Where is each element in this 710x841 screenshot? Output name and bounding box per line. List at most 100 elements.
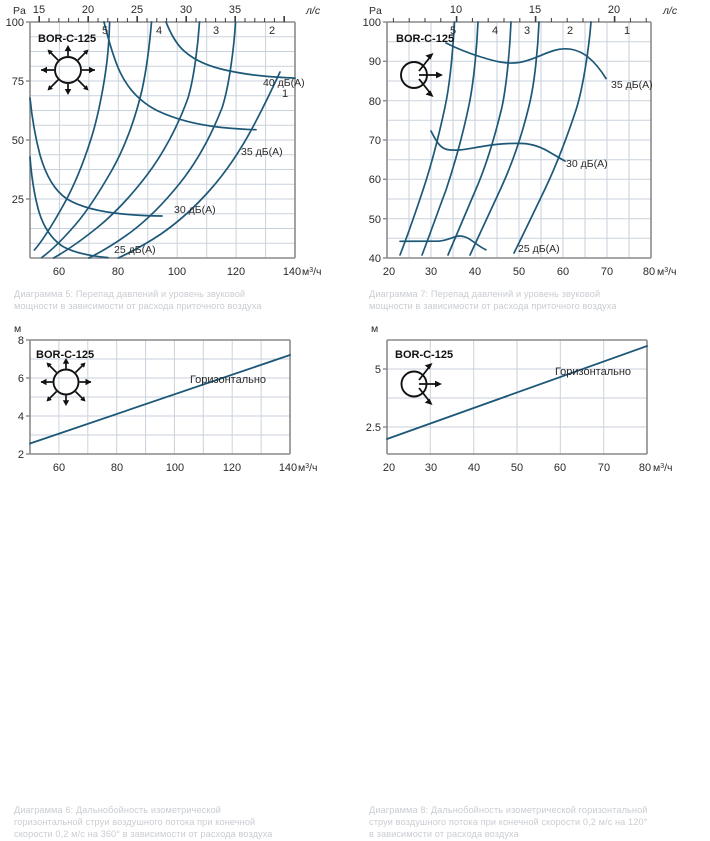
caption-line: Диаграмма 8: Дальнобойность изометрическ… (369, 805, 648, 815)
caption-line: Диаграмма 6: Дальнобойность изометрическ… (14, 805, 222, 815)
curve-position-2 (469, 21, 540, 256)
noise-label-25db: 25 дБ(А) (518, 243, 560, 255)
series-label-1: 1 (282, 88, 288, 100)
series-label-2: 2 (269, 25, 275, 37)
y-tick-label-70: 70 (369, 135, 381, 147)
noise-label-35db: 35 дБ(А) (241, 146, 283, 158)
contour-35db (445, 42, 607, 80)
air-diffuser-360-icon (41, 45, 95, 95)
x-tick-label-100: 100 (168, 266, 186, 278)
caption-line: мощности в зависимости от расхода приточ… (369, 301, 617, 312)
x-tick-label-70: 70 (598, 462, 610, 474)
contour-25db (399, 235, 487, 251)
product-label: BOR-C-125 (36, 349, 94, 361)
noise-label-25db: 25 дБ(А) (114, 244, 156, 256)
curve-horizontal-throw (29, 354, 291, 445)
series-label-horizontal: Горизонтально (190, 374, 266, 386)
x-tick-label-140: 140 (283, 266, 301, 278)
chart-panel-diagram-7: Pa л/с 100 90 80 70 60 50 40 10 15 20 20… (355, 0, 710, 320)
y-tick-label-50: 50 (12, 135, 24, 147)
y-tick-label-40: 40 (369, 253, 381, 265)
curve-position-4 (421, 21, 479, 256)
air-diffuser-120-icon (400, 53, 443, 97)
top-tick-label-20: 20 (82, 4, 94, 16)
x-tick-label-80: 80 (639, 462, 651, 474)
curve-horizontal-throw (386, 345, 648, 440)
y-tick-label-4: 4 (18, 411, 24, 423)
y-tick-label-90: 90 (369, 56, 381, 68)
x-axis-unit-label: м3/ч (302, 266, 322, 278)
grid-lines (30, 340, 290, 454)
top-tick-label-10: 10 (450, 4, 462, 16)
axis-frame (29, 339, 291, 455)
x-tick-label-140: 140 (279, 462, 297, 474)
caption-line: струи воздушного потока при конечной ско… (369, 817, 648, 828)
y-tick-label-60: 60 (369, 174, 381, 186)
caption-diagram-5: Диаграмма 5: Перепад давлений и уровень … (14, 288, 344, 312)
curve-position-5 (33, 21, 111, 251)
y-tick-label-5: 5 (375, 364, 381, 376)
noise-label-30db: 30 дБ(А) (174, 204, 216, 216)
y-tick-label-2-5: 2.5 (366, 422, 381, 434)
diagram-5-plot: Pa л/с 100 75 50 25 15 20 25 30 35 60 80… (6, 4, 322, 278)
x-tick-label-20: 20 (383, 266, 395, 278)
y-axis-ticks (26, 21, 30, 200)
caption-diagram-6: Диаграмма 6: Дальнобойность изометрическ… (14, 804, 344, 841)
x-tick-label-60: 60 (554, 462, 566, 474)
contour-40db (165, 21, 296, 80)
series-label-5: 5 (102, 25, 108, 37)
caption-line: в зависимости от расхода воздуха (369, 829, 519, 840)
top-axis-ticks (392, 16, 647, 22)
diagram-7-plot: Pa л/с 100 90 80 70 60 50 40 10 15 20 20… (363, 4, 678, 278)
series-label-1: 1 (624, 25, 630, 37)
noise-contours (29, 21, 296, 259)
series-label-3: 3 (213, 25, 219, 37)
contour-25db (29, 156, 109, 259)
y-axis-unit-label: Pa (13, 5, 26, 17)
contour-35db (103, 21, 257, 131)
air-diffuser-360-icon (40, 358, 92, 406)
top-tick-label-35: 35 (229, 4, 241, 16)
product-label: BOR-C-125 (38, 33, 96, 45)
noise-label-40db: 40 дБ(А) (263, 77, 305, 89)
top-tick-label-30: 30 (180, 4, 192, 16)
x-axis-unit-label: м3/ч (653, 462, 673, 474)
caption-line: скорости 0,2 м/с на 360° в зависимости о… (14, 829, 273, 840)
series-label-4: 4 (492, 25, 498, 37)
chart-panel-diagram-5: Pa л/с 100 75 50 25 15 20 25 30 35 60 80… (0, 0, 355, 320)
series-label-3: 3 (524, 25, 530, 37)
series-label-2: 2 (567, 25, 573, 37)
x-tick-label-50: 50 (511, 462, 523, 474)
grid-lines (387, 340, 647, 454)
curve-position-1 (513, 21, 592, 254)
top-tick-label-15: 15 (529, 4, 541, 16)
noise-label-30db: 30 дБ(А) (566, 158, 608, 170)
y-tick-label-2: 2 (18, 449, 24, 461)
y-axis-unit-label: м (14, 323, 21, 335)
y-axis-ticks (383, 21, 387, 259)
curve-position-5 (399, 21, 456, 256)
x-axis-unit-label: м3/ч (298, 462, 318, 474)
y-axis-unit-label: Pa (369, 5, 382, 17)
x-tick-label-30: 30 (425, 462, 437, 474)
noise-contours (399, 42, 607, 251)
y-tick-label-80: 80 (369, 96, 381, 108)
x-tick-label-60: 60 (53, 462, 65, 474)
contour-30db (430, 130, 566, 162)
position-curves (399, 21, 592, 256)
x-tick-label-120: 120 (227, 266, 245, 278)
x-tick-label-30: 30 (425, 266, 437, 278)
y-tick-label-100: 100 (6, 17, 24, 29)
top-axis-unit-label: л/с (662, 5, 678, 17)
curve-position-2 (88, 21, 237, 259)
caption-diagram-8: Диаграмма 8: Дальнобойность изометрическ… (369, 804, 699, 841)
x-tick-label-100: 100 (166, 462, 184, 474)
x-tick-label-120: 120 (223, 462, 241, 474)
x-tick-label-60: 60 (557, 266, 569, 278)
x-tick-label-80: 80 (111, 462, 123, 474)
y-axis-ticks (26, 339, 30, 455)
noise-label-35db: 35 дБ(А) (611, 79, 653, 91)
caption-line: горизонтальной струи воздушного потока п… (14, 817, 256, 828)
data-series (386, 345, 648, 440)
y-tick-label-100: 100 (363, 17, 381, 29)
